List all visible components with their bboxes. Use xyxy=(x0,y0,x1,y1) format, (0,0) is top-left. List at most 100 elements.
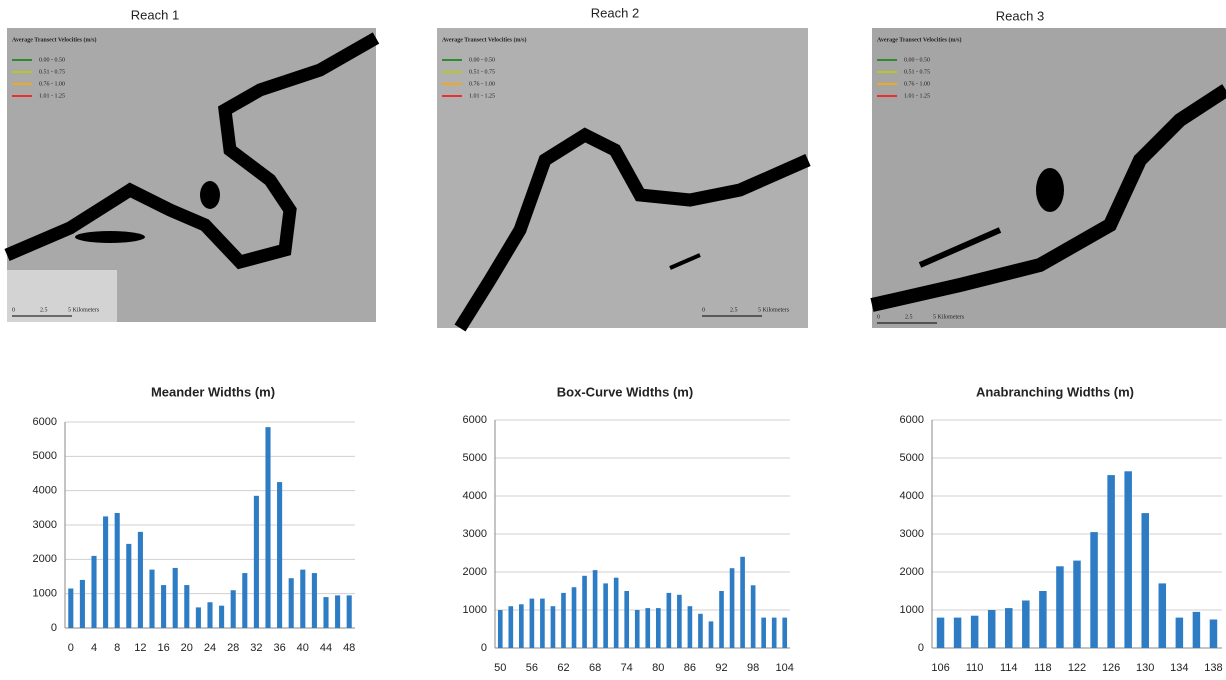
y-tick-label: 5000 xyxy=(33,450,57,462)
x-tick-label: 74 xyxy=(621,662,633,674)
legend-label: 0.51 - 0.75 xyxy=(904,69,930,75)
bar xyxy=(242,573,247,628)
bar xyxy=(91,556,96,628)
y-tick-label: 4000 xyxy=(33,485,57,497)
map-title: Reach 2 xyxy=(591,5,639,20)
x-tick-label: 68 xyxy=(589,662,601,674)
y-tick-label: 1000 xyxy=(463,604,487,616)
x-tick-label: 110 xyxy=(966,662,984,674)
y-tick-label: 3000 xyxy=(463,528,487,540)
bar xyxy=(254,496,259,628)
legend-title: Average Transect Velocities (m/s) xyxy=(442,36,526,43)
bar xyxy=(207,602,212,628)
x-tick-label: 126 xyxy=(1102,662,1120,674)
bar xyxy=(1056,566,1064,648)
y-tick-label: 5000 xyxy=(900,452,924,464)
bar xyxy=(1193,612,1201,648)
legend-label: 0.51 - 0.75 xyxy=(39,69,65,75)
bar xyxy=(335,595,340,628)
x-tick-label: 106 xyxy=(931,662,949,674)
legend-label: 0.76 - 1.00 xyxy=(469,81,495,87)
bar xyxy=(347,595,352,628)
scale-label: 0 xyxy=(877,314,880,320)
x-tick-label: 8 xyxy=(114,642,120,654)
scale-label: 0 xyxy=(702,307,705,313)
y-tick-label: 6000 xyxy=(463,414,487,426)
map-title: Reach 3 xyxy=(996,8,1044,23)
bar xyxy=(937,618,945,648)
x-tick-label: 44 xyxy=(320,642,332,654)
bar xyxy=(530,599,535,648)
bar xyxy=(572,587,577,648)
x-tick-label: 36 xyxy=(273,642,285,654)
terrain xyxy=(7,270,117,322)
scale-label: 5 Kilometers xyxy=(68,307,100,313)
bar xyxy=(656,608,661,648)
bar xyxy=(149,570,154,628)
bar xyxy=(719,591,724,648)
bar xyxy=(115,513,120,628)
bar xyxy=(103,516,108,628)
bar xyxy=(971,616,979,648)
x-tick-label: 56 xyxy=(526,662,538,674)
figure: Reach 1Average Transect Velocities (m/s)… xyxy=(0,0,1226,680)
bar xyxy=(677,595,682,648)
bar xyxy=(184,585,189,628)
y-tick-label: 6000 xyxy=(33,416,57,428)
bar xyxy=(300,570,305,628)
bar xyxy=(772,618,777,648)
legend-label: 0.00 - 0.50 xyxy=(469,57,495,63)
bar xyxy=(1176,618,1184,648)
x-tick-label: 40 xyxy=(297,642,309,654)
bar xyxy=(1090,532,1098,648)
bar xyxy=(740,557,745,648)
scale-label: 5 Kilometers xyxy=(758,307,790,313)
x-tick-label: 122 xyxy=(1068,662,1086,674)
x-tick-label: 50 xyxy=(494,662,506,674)
x-tick-label: 114 xyxy=(1000,662,1018,674)
bar xyxy=(508,606,513,648)
bar xyxy=(323,597,328,628)
x-tick-label: 118 xyxy=(1034,662,1052,674)
y-tick-label: 5000 xyxy=(463,452,487,464)
bar xyxy=(289,578,294,628)
x-tick-label: 16 xyxy=(157,642,169,654)
bar xyxy=(782,618,787,648)
legend-label: 1.01 - 1.25 xyxy=(39,93,65,99)
chart-title: Meander Widths (m) xyxy=(151,384,275,399)
bar xyxy=(1107,475,1115,648)
x-tick-label: 98 xyxy=(747,662,759,674)
x-tick-label: 20 xyxy=(181,642,193,654)
bar xyxy=(561,593,566,648)
legend-label: 0.00 - 0.50 xyxy=(904,57,930,63)
bar xyxy=(603,583,608,648)
bar xyxy=(540,599,545,648)
chart-title: Anabranching Widths (m) xyxy=(976,384,1134,399)
bar xyxy=(231,590,236,628)
bar xyxy=(730,568,735,648)
bar xyxy=(988,610,996,648)
x-tick-label: 92 xyxy=(715,662,727,674)
legend-label: 0.76 - 1.00 xyxy=(39,81,65,87)
bar xyxy=(68,589,73,628)
bar xyxy=(614,578,619,648)
lake xyxy=(75,231,145,243)
bar xyxy=(761,618,766,648)
scale-label: 2.5 xyxy=(40,307,48,313)
bar xyxy=(635,610,640,648)
bar xyxy=(698,614,703,648)
bar xyxy=(645,608,650,648)
bar xyxy=(551,606,556,648)
x-tick-label: 62 xyxy=(557,662,569,674)
bar xyxy=(1210,620,1218,649)
y-tick-label: 4000 xyxy=(463,490,487,502)
y-tick-label: 3000 xyxy=(900,528,924,540)
x-tick-label: 130 xyxy=(1136,662,1154,674)
lake xyxy=(1036,168,1064,212)
bar xyxy=(498,610,503,648)
x-tick-label: 12 xyxy=(134,642,146,654)
y-tick-label: 0 xyxy=(51,622,57,634)
bar xyxy=(1039,591,1047,648)
bar xyxy=(80,580,85,628)
x-tick-label: 32 xyxy=(250,642,262,654)
